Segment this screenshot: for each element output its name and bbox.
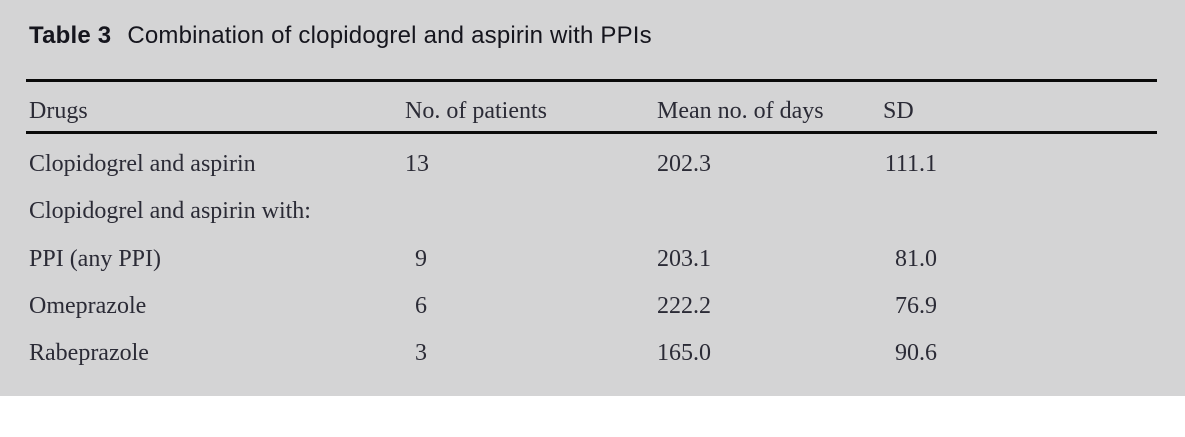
table-row: Clopidogrel and aspirin 13 202.3 111.1 — [29, 150, 1157, 178]
table-row: Omeprazole 6 222.2 76.9 — [29, 292, 1157, 320]
cell-mean-days: 222.2 — [657, 293, 711, 319]
cell-drug: Clopidogrel and aspirin — [29, 151, 256, 177]
table-row: Clopidogrel and aspirin with: — [29, 197, 1157, 225]
cell-patients: 6 — [415, 293, 427, 319]
cell-mean-days: 165.0 — [657, 340, 711, 366]
cell-drug: PPI (any PPI) — [29, 246, 162, 272]
cell-drug: Omeprazole — [29, 293, 147, 319]
cell-sd: 90.6 — [895, 340, 937, 366]
cell-mean-days — [657, 197, 883, 225]
column-header-drugs: Drugs — [29, 98, 88, 124]
cell-mean-days: 203.1 — [657, 246, 711, 272]
cell-drug: Clopidogrel and aspirin with: — [29, 198, 311, 224]
cell-patients: 13 — [405, 151, 429, 177]
column-header-mean-days: Mean no. of days — [657, 98, 824, 124]
cell-drug: Rabeprazole — [29, 340, 149, 366]
cell-mean-days: 202.3 — [657, 151, 711, 177]
cell-sd: 81.0 — [895, 246, 937, 272]
table-row: Rabeprazole 3 165.0 90.6 — [29, 339, 1157, 367]
column-header-patients: No. of patients — [405, 98, 547, 124]
table-row: PPI (any PPI) 9 203.1 81.0 — [29, 245, 1157, 273]
header-rule — [26, 131, 1157, 134]
table-caption: Table 3 Combination of clopidogrel and as… — [29, 22, 652, 50]
table-caption-text: Combination of clopidogrel and aspirin w… — [127, 22, 652, 49]
table-header-row: Drugs No. of patients Mean no. of days S… — [29, 97, 1157, 125]
cell-sd: 111.1 — [884, 151, 937, 177]
cell-sd: 76.9 — [895, 293, 937, 319]
cell-patients: 9 — [415, 246, 427, 272]
table-panel: Table 3 Combination of clopidogrel and as… — [0, 0, 1185, 396]
top-rule — [26, 79, 1157, 82]
table-number-label: Table 3 — [29, 22, 112, 49]
cell-patients: 3 — [415, 340, 427, 366]
column-header-sd: SD — [883, 98, 914, 124]
